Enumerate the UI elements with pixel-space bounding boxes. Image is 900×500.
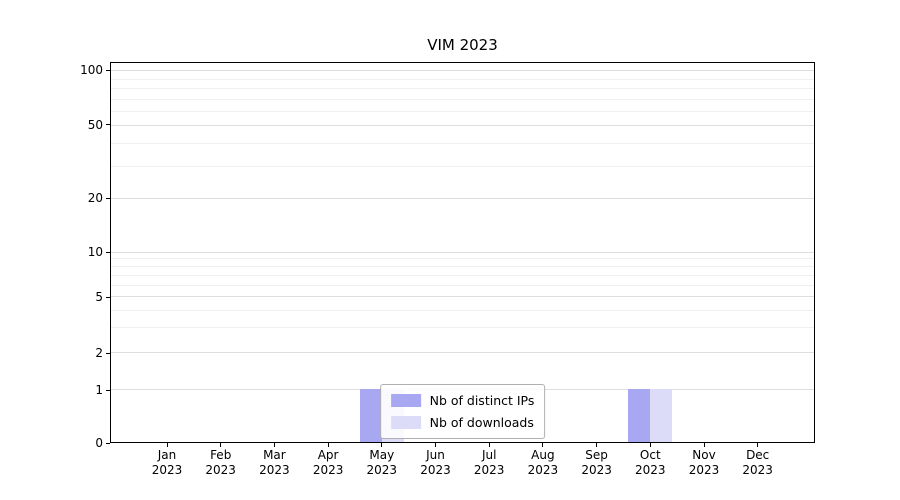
bar-downloads (650, 389, 673, 442)
x-tick-year: 2023 (742, 463, 773, 477)
x-tick-mark (220, 443, 222, 447)
gridline-minor (111, 266, 814, 268)
x-tick-month: Sep (585, 448, 608, 462)
x-tick-label: May 2023 (352, 448, 412, 478)
x-tick-year: 2023 (151, 463, 183, 477)
x-tick-label: Jul 2023 (459, 448, 519, 478)
legend-swatch (390, 394, 421, 407)
bar-distinct-ips (359, 389, 382, 442)
y-tick-mark (106, 251, 110, 253)
x-tick-mark (435, 443, 436, 447)
legend-item: Nb of downloads (390, 415, 535, 430)
y-tick-mark (106, 124, 110, 126)
legend-label: Nb of downloads (429, 415, 534, 430)
y-tick-mark (106, 442, 110, 444)
gridline-minor (111, 110, 814, 112)
gridline-minor (111, 309, 814, 311)
x-tick-month: Aug (531, 448, 555, 462)
x-tick-year: 2023 (635, 463, 666, 477)
y-tick-label: 10 (87, 245, 103, 260)
x-tick-year: 2023 (312, 463, 344, 477)
y-tick-mark (106, 389, 110, 391)
y-tick-mark (106, 69, 110, 71)
x-tick-month: Nov (692, 448, 716, 462)
x-tick-year: 2023 (527, 463, 559, 477)
x-tick-month: Oct (639, 448, 661, 462)
plot-area: Nb of distinct IPs Nb of downloads (110, 62, 815, 443)
x-tick-month: Jul (481, 448, 497, 462)
legend: Nb of distinct IPs Nb of downloads (379, 384, 546, 439)
x-tick-label: Feb 2023 (191, 448, 251, 478)
x-tick-mark (488, 443, 490, 447)
x-tick-label: Jun 2023 (406, 448, 466, 478)
gridline-minor (111, 274, 814, 276)
x-tick-month: Jun (426, 448, 445, 462)
x-tick-label: Dec 2023 (728, 448, 788, 478)
x-tick-label: Sep 2023 (567, 448, 627, 478)
x-tick-month: Jan (157, 448, 177, 462)
legend-swatch (390, 416, 421, 429)
x-tick-month: May (369, 448, 395, 462)
x-tick-mark (166, 443, 168, 447)
gridline-minor (111, 284, 814, 286)
x-tick-label: Jan 2023 (137, 448, 197, 478)
x-tick-year: 2023 (688, 463, 720, 477)
x-tick-month: Mar (263, 448, 286, 462)
gridline-major (111, 197, 814, 199)
x-tick-label: Nov 2023 (674, 448, 734, 478)
gridline-minor (111, 258, 814, 260)
y-tick-label: 2 (95, 346, 103, 361)
x-tick-mark (757, 443, 759, 447)
chart-title: VIM 2023 (427, 36, 498, 54)
legend-label: Nb of distinct IPs (429, 393, 535, 408)
x-tick-mark (327, 443, 329, 447)
y-tick-label: 1 (95, 383, 103, 398)
y-tick-label: 5 (95, 290, 103, 305)
x-tick-label: Apr 2023 (298, 448, 358, 478)
x-tick-month: Dec (746, 448, 770, 462)
x-tick-mark (273, 443, 275, 447)
x-tick-year: 2023 (366, 463, 398, 477)
x-tick-mark (542, 443, 544, 447)
gridline-minor (111, 98, 814, 100)
legend-item: Nb of distinct IPs (390, 393, 535, 408)
gridline-major (111, 125, 814, 127)
bar-distinct-ips (628, 389, 651, 442)
x-tick-mark (596, 443, 598, 447)
x-tick-mark (381, 443, 383, 447)
x-tick-year: 2023 (259, 463, 290, 477)
y-tick-label: 50 (87, 117, 103, 132)
x-tick-mark (649, 443, 651, 447)
x-tick-year: 2023 (473, 463, 505, 477)
y-tick-label: 100 (80, 63, 103, 77)
y-tick-label: 0 (95, 436, 103, 450)
y-tick-mark (106, 296, 110, 298)
x-tick-label: Mar 2023 (244, 448, 304, 478)
gridline-minor (111, 142, 814, 144)
x-tick-year: 2023 (581, 463, 612, 477)
y-tick-label: 20 (87, 191, 103, 206)
gridline-major (111, 352, 814, 354)
x-tick-year: 2023 (420, 463, 451, 477)
x-tick-year: 2023 (205, 463, 236, 477)
gridline-minor (111, 88, 814, 90)
x-tick-month: Feb (210, 448, 232, 462)
gridline-minor (111, 165, 814, 167)
gridline-major (111, 296, 814, 298)
x-tick-mark (703, 443, 705, 447)
gridline-minor (111, 327, 814, 329)
x-tick-month: Apr (317, 448, 339, 462)
x-tick-label: Oct 2023 (620, 448, 680, 478)
gridline-major (111, 251, 814, 253)
y-tick-mark (106, 197, 110, 199)
gridline-major (111, 70, 814, 72)
x-tick-label: Aug 2023 (513, 448, 573, 478)
y-tick-mark (106, 352, 110, 354)
gridline-minor (111, 78, 814, 80)
